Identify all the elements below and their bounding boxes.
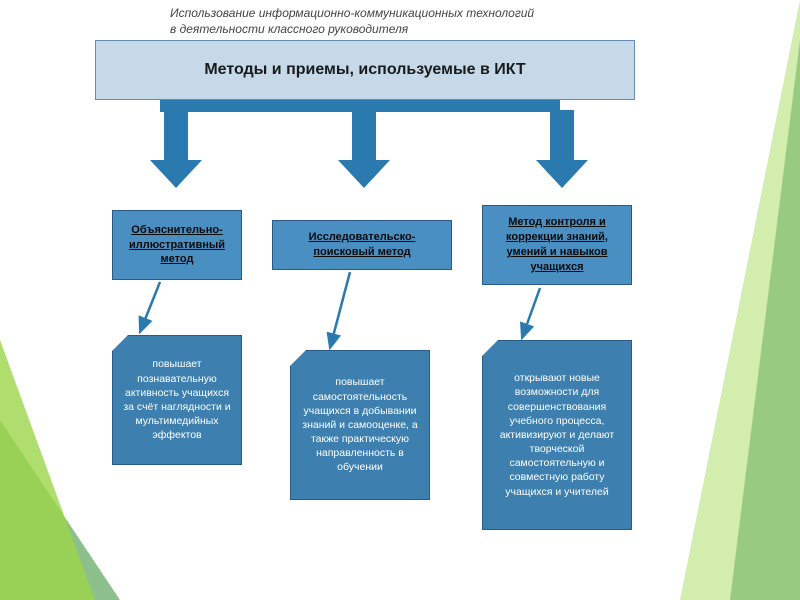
bg-decor-right <box>620 0 800 600</box>
desc-text: открывают новые возможности для совершен… <box>491 371 623 499</box>
method-label: Метод контроля и коррекции знаний, умени… <box>491 215 623 274</box>
big-arrow-0 <box>150 110 202 188</box>
method-box-0: Объяснительно-иллюстративный метод <box>112 210 242 280</box>
big-arrow-1 <box>338 110 390 188</box>
method-box-2: Метод контроля и коррекции знаний, умени… <box>482 205 632 285</box>
main-title-box: Методы и приемы, используемые в ИКТ <box>95 40 635 100</box>
slide-header: Использование информационно-коммуникацио… <box>170 6 610 37</box>
desc-box-1: повышает самостоятельность учащихся в до… <box>290 350 430 500</box>
desc-text: повышает самостоятельность учащихся в до… <box>299 375 421 474</box>
method-box-1: Исследовательско-поисковый метод <box>272 220 452 270</box>
desc-box-0: повышает познавательную активность учащи… <box>112 335 242 465</box>
header-line2: в деятельности классного руководителя <box>170 22 408 36</box>
header-line1: Использование информационно-коммуникацио… <box>170 6 534 20</box>
desc-text: повышает познавательную активность учащи… <box>121 357 233 442</box>
method-label: Объяснительно-иллюстративный метод <box>121 223 233 268</box>
big-arrow-2 <box>536 110 588 188</box>
method-label: Исследовательско-поисковый метод <box>281 230 443 260</box>
main-title: Методы и приемы, используемые в ИКТ <box>204 61 525 79</box>
desc-box-2: открывают новые возможности для совершен… <box>482 340 632 530</box>
